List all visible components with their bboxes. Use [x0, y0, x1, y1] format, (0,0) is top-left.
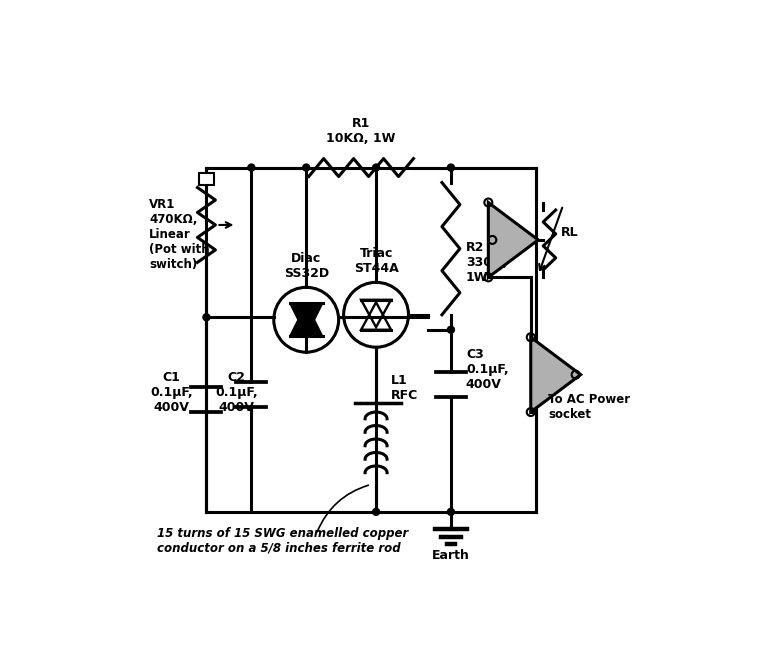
Circle shape — [248, 164, 255, 171]
Circle shape — [203, 314, 210, 321]
Polygon shape — [531, 337, 581, 412]
FancyArrowPatch shape — [317, 485, 369, 532]
Text: Diac
SS32D: Diac SS32D — [284, 252, 329, 280]
Text: C1
0.1μF,
400V: C1 0.1μF, 400V — [150, 371, 193, 413]
Text: To AC Power
socket: To AC Power socket — [548, 393, 630, 421]
Text: Triac
ST44A: Triac ST44A — [354, 247, 398, 275]
Text: L1
RFC: L1 RFC — [391, 374, 418, 402]
Text: C3
0.1μF,
400V: C3 0.1μF, 400V — [466, 348, 508, 391]
Circle shape — [372, 164, 379, 171]
FancyBboxPatch shape — [199, 172, 214, 185]
Text: Earth: Earth — [432, 550, 470, 562]
Circle shape — [447, 509, 455, 515]
Circle shape — [303, 164, 310, 171]
Text: R1
10KΩ, 1W: R1 10KΩ, 1W — [327, 117, 396, 145]
Polygon shape — [488, 202, 538, 277]
Circle shape — [447, 326, 455, 333]
Polygon shape — [290, 303, 323, 336]
Polygon shape — [290, 303, 323, 336]
Text: 15 turns of 15 SWG enamelled copper
conductor on a 5/8 inches ferrite rod: 15 turns of 15 SWG enamelled copper cond… — [156, 527, 407, 555]
Circle shape — [372, 509, 379, 515]
Circle shape — [447, 164, 455, 171]
Text: C2
0.1μF,
400V: C2 0.1μF, 400V — [215, 371, 258, 413]
Text: VR1
470KΩ,
Linear
(Pot with
switch): VR1 470KΩ, Linear (Pot with switch) — [149, 198, 210, 272]
Text: R2
330Ω,
1W: R2 330Ω, 1W — [466, 241, 507, 284]
Text: RL: RL — [561, 226, 578, 239]
Circle shape — [303, 314, 310, 321]
